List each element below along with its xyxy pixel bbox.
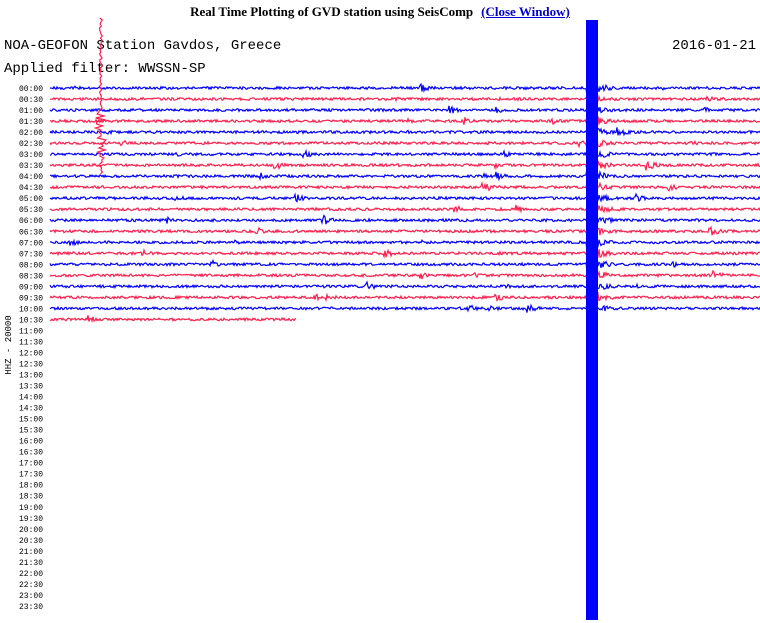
row-time-label: 11:30 [19,338,43,347]
row-time-label: 16:30 [19,449,43,458]
row-time-label: 17:00 [19,460,43,469]
close-window-link[interactable]: (Close Window) [481,4,570,19]
row-time-label: 23:30 [19,603,43,612]
seismic-trace [49,246,760,259]
row-time-label: 05:30 [19,206,43,215]
row-time-label: 06:30 [19,228,43,237]
row-time-label: 12:00 [19,349,43,358]
row-time-label: 08:00 [19,261,43,270]
row-time-label: 02:30 [19,140,43,149]
row-time-label: 12:30 [19,361,43,370]
row-time-label: 05:00 [19,195,43,204]
row-time-label: 19:00 [19,504,43,513]
seismic-trace [49,212,760,228]
row-time-label: 22:00 [19,570,43,579]
date: 2016-01-21 [672,38,756,54]
row-time-label: 16:00 [19,438,43,447]
row-time-label: 18:30 [19,493,43,502]
seismic-trace [49,258,760,273]
row-time-label: 15:30 [19,427,43,436]
row-time-label: 20:00 [19,526,43,535]
row-time-label: 00:00 [19,85,43,94]
row-time-label: 21:30 [19,559,43,568]
seismic-trace [49,315,297,323]
seismic-trace [49,167,760,182]
seismic-trace [49,103,760,115]
seismic-trace [49,82,760,96]
row-time-label: 17:30 [19,471,43,480]
row-time-label: 11:00 [19,327,43,336]
earthquake-signal [586,20,598,620]
seismic-trace [49,201,760,218]
seismic-trace [49,111,760,127]
row-time-label: 20:30 [19,537,43,546]
row-time-label: 06:00 [19,217,43,226]
row-time-label: 13:30 [19,383,43,392]
row-time-label: 15:00 [19,416,43,425]
row-time-label: 02:00 [19,129,43,138]
seismic-trace [49,223,760,239]
row-time-label: 13:00 [19,372,43,381]
row-time-label: 01:00 [19,107,43,116]
seismic-trace [49,92,760,105]
row-time-label: 04:00 [19,173,43,182]
filter-label: Applied filter: WWSSN-SP [4,61,206,77]
row-time-label: 03:00 [19,151,43,160]
seismic-trace [49,158,760,173]
title-text: Real Time Plotting of GVD station using … [190,4,474,19]
row-time-label: 04:30 [19,184,43,193]
page-title: Real Time Plotting of GVD station using … [0,4,760,20]
seismic-trace [49,280,760,293]
station-name: NOA-GEOFON Station Gavdos, Greece [4,38,281,54]
row-time-label: 07:00 [19,239,43,248]
row-time-label: 14:30 [19,405,43,414]
row-time-label: 22:30 [19,581,43,590]
seismic-trace [49,269,760,285]
seismic-trace [49,123,760,137]
row-time-label: 01:30 [19,118,43,127]
row-time-label: 18:00 [19,482,43,491]
row-time-label: 23:00 [19,592,43,601]
seismic-trace [49,290,760,305]
row-time-label: 14:00 [19,394,43,403]
seismic-trace [49,191,760,209]
row-time-label: 09:30 [19,294,43,303]
row-time-label: 10:30 [19,316,43,325]
row-time-label: 21:00 [19,548,43,557]
seismic-trace [49,181,760,196]
row-time-label: 07:30 [19,250,43,259]
row-time-label: 10:00 [19,305,43,314]
seismic-trace [49,300,760,316]
row-time-label: 08:30 [19,272,43,281]
event-spike [93,17,108,175]
row-time-label: 03:30 [19,162,43,171]
row-time-label: 19:30 [19,515,43,524]
row-time-label: 00:30 [19,96,43,105]
channel-label: HHZ - 20000 [4,315,14,374]
seismic-trace [49,236,760,252]
seismic-trace [49,146,760,160]
row-time-label: 09:00 [19,283,43,292]
seismic-trace [49,136,760,150]
